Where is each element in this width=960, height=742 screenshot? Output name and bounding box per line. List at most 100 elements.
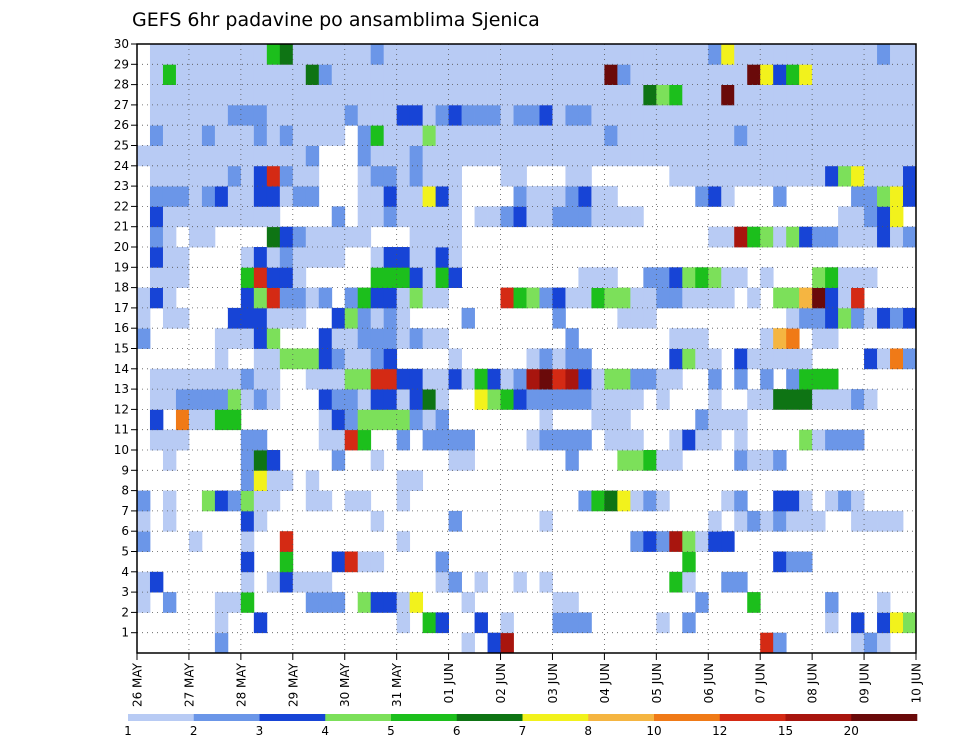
heatmap-cell bbox=[838, 307, 852, 329]
heatmap-cell bbox=[162, 206, 177, 228]
heatmap-cell bbox=[201, 389, 216, 410]
heatmap-cell bbox=[396, 186, 411, 207]
colorbar-tick-label: 20 bbox=[844, 724, 859, 738]
heatmap-cell bbox=[708, 104, 722, 126]
heatmap-cell bbox=[253, 84, 268, 106]
heatmap-cell bbox=[240, 531, 255, 552]
heatmap-cell bbox=[604, 389, 618, 410]
heatmap-cell bbox=[409, 206, 424, 228]
heatmap-cell bbox=[630, 531, 644, 552]
heatmap-cell bbox=[721, 267, 735, 288]
heatmap-cell bbox=[734, 165, 748, 187]
heatmap-cell bbox=[552, 206, 566, 228]
heatmap-cell bbox=[903, 104, 917, 126]
heatmap-cell bbox=[890, 165, 904, 187]
heatmap-cell bbox=[461, 592, 475, 613]
heatmap-cell bbox=[565, 186, 579, 207]
heatmap-cell bbox=[305, 470, 320, 491]
heatmap-cell bbox=[383, 64, 398, 85]
heatmap-cell bbox=[708, 531, 722, 552]
heatmap-cell bbox=[149, 165, 164, 187]
heatmap-cell bbox=[799, 64, 813, 85]
heatmap-cell bbox=[396, 531, 411, 552]
heatmap-cell bbox=[214, 632, 229, 654]
heatmap-cell bbox=[695, 531, 709, 552]
heatmap-cell bbox=[253, 44, 268, 65]
heatmap-cell bbox=[266, 348, 281, 370]
heatmap-cell bbox=[396, 612, 411, 634]
heatmap-cell bbox=[188, 531, 203, 552]
heatmap-cell bbox=[630, 64, 644, 85]
heatmap-cell bbox=[240, 307, 255, 329]
heatmap-cell bbox=[513, 186, 527, 207]
heatmap-cell bbox=[591, 84, 605, 106]
heatmap-cell bbox=[799, 348, 813, 370]
heatmap-cell bbox=[409, 470, 424, 491]
heatmap-cell bbox=[578, 429, 592, 451]
heatmap-cell bbox=[695, 44, 709, 65]
heatmap-cell bbox=[435, 409, 449, 431]
heatmap-cell bbox=[708, 165, 722, 187]
heatmap-cell bbox=[162, 64, 177, 85]
y-tick-label: 13 bbox=[114, 382, 129, 396]
heatmap-cell bbox=[903, 145, 917, 167]
heatmap-cell bbox=[487, 104, 501, 126]
heatmap-cell bbox=[851, 44, 865, 65]
heatmap-cell bbox=[786, 125, 800, 146]
heatmap-cell bbox=[669, 125, 683, 146]
heatmap-cell bbox=[695, 409, 709, 431]
heatmap-cell bbox=[162, 429, 177, 451]
heatmap-cell bbox=[864, 84, 878, 106]
heatmap-cell bbox=[513, 84, 527, 106]
heatmap-cell bbox=[162, 44, 177, 65]
heatmap-cell bbox=[227, 44, 242, 65]
heatmap-cell bbox=[851, 389, 865, 410]
heatmap-cell bbox=[240, 267, 255, 288]
heatmap-cell bbox=[851, 267, 865, 288]
heatmap-cell bbox=[656, 368, 670, 390]
heatmap-cell bbox=[539, 186, 553, 207]
heatmap-cell bbox=[734, 125, 748, 146]
heatmap-cell bbox=[448, 125, 462, 146]
heatmap-cell bbox=[162, 389, 177, 410]
heatmap-cell bbox=[175, 64, 190, 85]
heatmap-cell bbox=[318, 104, 333, 126]
heatmap-cell bbox=[292, 348, 307, 370]
heatmap-cell bbox=[552, 125, 566, 146]
heatmap-cell bbox=[227, 84, 242, 106]
heatmap-cell bbox=[435, 247, 449, 268]
heatmap-cell bbox=[721, 490, 735, 512]
heatmap-cell bbox=[747, 64, 761, 85]
heatmap-cell bbox=[643, 307, 657, 329]
heatmap-cell bbox=[253, 287, 268, 309]
heatmap-cell bbox=[877, 104, 891, 126]
heatmap-cell bbox=[591, 409, 605, 431]
heatmap-cell bbox=[253, 307, 268, 329]
heatmap-cell bbox=[448, 186, 462, 207]
heatmap-cell bbox=[409, 389, 424, 410]
heatmap-cell bbox=[682, 44, 696, 65]
heatmap-cell bbox=[773, 632, 787, 654]
heatmap-cell bbox=[240, 186, 255, 207]
heatmap-cell bbox=[201, 409, 216, 431]
heatmap-cell bbox=[708, 429, 722, 451]
heatmap-cell bbox=[253, 247, 268, 268]
colorbar-tick-label: 5 bbox=[387, 724, 395, 738]
heatmap-cell bbox=[240, 470, 255, 491]
heatmap-cell bbox=[266, 450, 281, 471]
heatmap-cell bbox=[877, 44, 891, 65]
heatmap-cell bbox=[643, 267, 657, 288]
heatmap-cell bbox=[799, 226, 813, 248]
heatmap-cell bbox=[643, 125, 657, 146]
heatmap-cell bbox=[721, 287, 735, 309]
heatmap-cell bbox=[682, 165, 696, 187]
heatmap-cell bbox=[357, 165, 372, 187]
heatmap-cell bbox=[318, 44, 333, 65]
heatmap-cell bbox=[487, 145, 501, 167]
heatmap-cell bbox=[357, 64, 372, 85]
heatmap-cell bbox=[604, 206, 618, 228]
heatmap-cell bbox=[474, 612, 488, 634]
heatmap-cell bbox=[448, 348, 462, 370]
colorbar-segment bbox=[456, 714, 523, 721]
heatmap-cell bbox=[682, 125, 696, 146]
